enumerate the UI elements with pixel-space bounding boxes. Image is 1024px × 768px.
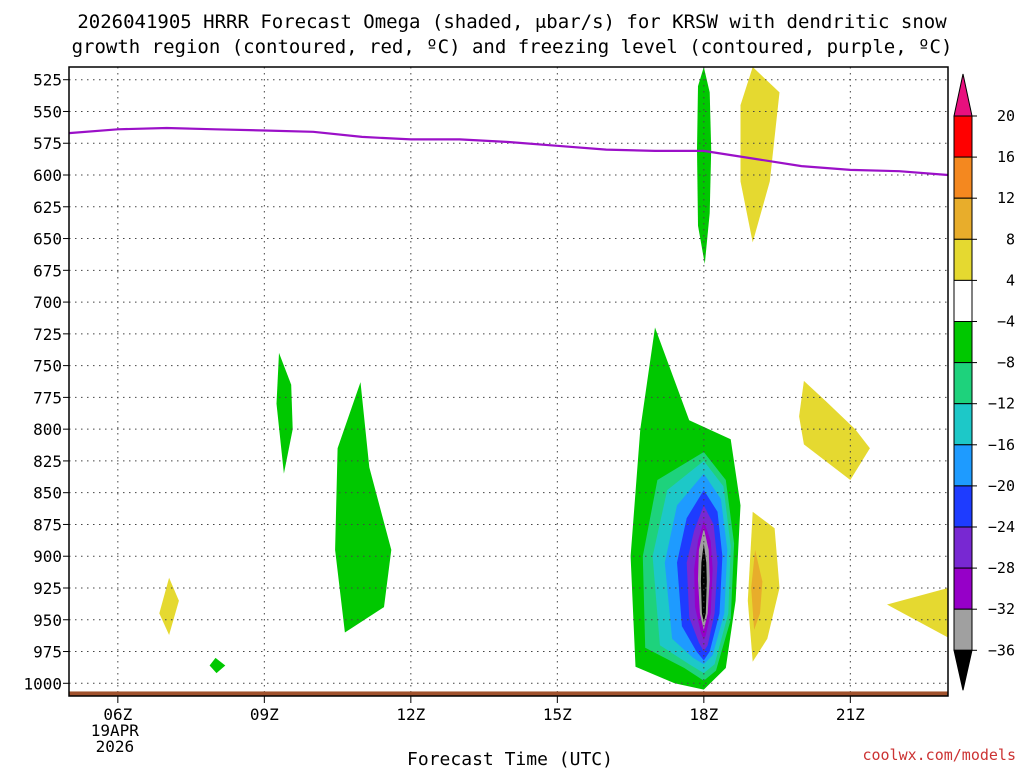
colorbar-swatch-5 [953, 321, 973, 364]
rising-motion-0915-level--4 [276, 352, 293, 474]
colorbar-label-9: −20 [988, 477, 1015, 495]
colorbar-swatch-8 [953, 444, 973, 487]
colorbar-swatch-6 [953, 362, 973, 405]
x-tick-sublabel-19APR: 19APR [91, 721, 140, 740]
y-tick-label-675: 675 [33, 261, 62, 280]
y-tick-label-950: 950 [33, 611, 62, 630]
colorbar-swatch-3 [953, 238, 973, 281]
omega-shading [159, 67, 948, 690]
colorbar-swatch-9 [953, 485, 973, 528]
y-tick-label-900: 900 [33, 547, 62, 566]
ground-surface [69, 691, 948, 696]
colorbar-top-arrow [953, 73, 973, 117]
rising-motion-0800-level--4 [209, 657, 226, 674]
colorbar-label-12: −32 [988, 600, 1015, 618]
y-tick-label-600: 600 [33, 166, 62, 185]
x-tick-label-21Z: 21Z [836, 705, 865, 724]
colorbar-label-13: −36 [988, 641, 1015, 659]
y-tick-label-750: 750 [33, 357, 62, 376]
rising-motion-1800-upper-level--4 [697, 67, 712, 264]
y-tick-label-525: 525 [33, 71, 62, 90]
y-tick-label-575: 575 [33, 134, 62, 153]
plot-lines [68, 126, 949, 696]
y-tick-label-775: 775 [33, 388, 62, 407]
sinking-motion-1900-lower-level-8 [751, 549, 763, 630]
rising-motion-1100-level--4 [335, 382, 392, 633]
sinking-motion-2300-level-4 [887, 588, 948, 638]
y-tick-label-875: 875 [33, 515, 62, 534]
x-tick-label-15Z: 15Z [543, 705, 572, 724]
colorbar-swatch-4 [953, 279, 973, 322]
sinking-motion-0700-level-4 [159, 577, 179, 635]
colorbar-swatch-1 [953, 156, 973, 199]
colorbar-label-3: 8 [1006, 230, 1015, 248]
colorbar-label-8: −16 [988, 436, 1015, 454]
chart-title-line2: growth region (contoured, red, ºC) and f… [72, 36, 953, 58]
y-tick-label-700: 700 [33, 293, 62, 312]
colorbar-swatch-10 [953, 526, 973, 569]
y-tick-label-825: 825 [33, 452, 62, 471]
y-tick-label-650: 650 [33, 230, 62, 249]
colorbar-swatch-7 [953, 403, 973, 446]
sinking-motion-1900-upper-level-4 [740, 67, 780, 243]
y-tick-label-625: 625 [33, 198, 62, 217]
plot-grid [69, 67, 948, 696]
colorbar: 20 16 12 8 4 −4 −8 −12 −16 −20 −24 −28 −32 −36 [953, 73, 1015, 691]
colorbar-swatch-2 [953, 197, 973, 240]
colorbar-label-11: −28 [988, 559, 1015, 577]
x-tick-label-09Z: 09Z [250, 705, 279, 724]
plot-frame [68, 66, 949, 697]
colorbar-bottom-arrow [953, 649, 973, 691]
x-tick-label-18Z: 18Z [689, 705, 718, 724]
y-tick-label-850: 850 [33, 484, 62, 503]
y-tick-label-925: 925 [33, 579, 62, 598]
colorbar-label-4: 4 [1006, 271, 1015, 289]
colorbar-label-5: −4 [997, 313, 1015, 331]
chart-title-line1: 2026041905 HRRR Forecast Omega (shaded, … [77, 11, 947, 33]
x-tick-label-06Z: 06Z [103, 705, 132, 724]
y-tick-label-550: 550 [33, 102, 62, 121]
y-axis: 525 550 575 600 625 650 675 700 725 750 775 800 825 8… [23, 71, 69, 693]
x-tick-sublabel-2026: 2026 [96, 737, 135, 756]
colorbar-label-6: −8 [997, 354, 1015, 372]
x-tick-label-12Z: 12Z [396, 705, 425, 724]
y-tick-label-975: 975 [33, 643, 62, 662]
colorbar-label-10: −24 [988, 518, 1015, 536]
colorbar-swatch-0 [953, 115, 973, 158]
colorbar-swatch-12 [953, 608, 973, 651]
sinking-motion-2000-level-4 [799, 380, 870, 480]
credit-text: coolwx.com/models [862, 746, 1016, 764]
rising-motion-1800-lower-level--36 [700, 543, 707, 623]
y-tick-label-800: 800 [33, 420, 62, 439]
colorbar-label-7: −12 [988, 395, 1015, 413]
y-tick-label-1000: 1000 [23, 674, 62, 693]
y-tick-label-725: 725 [33, 325, 62, 344]
x-axis-label: Forecast Time (UTC) [407, 749, 613, 768]
colorbar-label-1: 16 [997, 148, 1015, 166]
freezing-level-line [68, 126, 949, 177]
colorbar-swatch-11 [953, 567, 973, 610]
colorbar-label-2: 12 [997, 189, 1015, 207]
colorbar-label-0: 20 [997, 107, 1015, 125]
